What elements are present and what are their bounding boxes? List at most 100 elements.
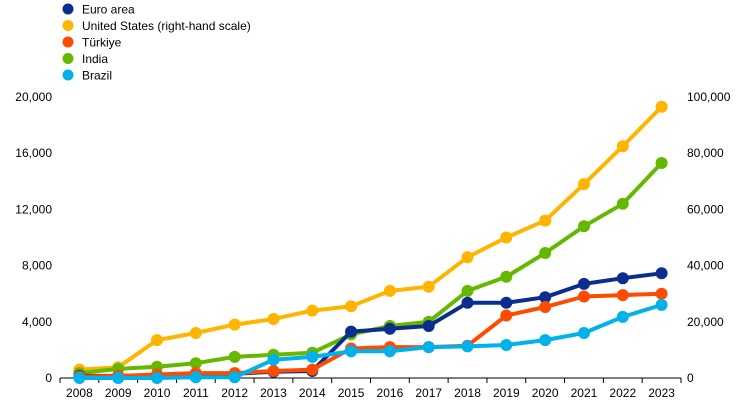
series-3-point-3 — [189, 357, 202, 370]
series-2-point-11 — [500, 309, 513, 322]
series-2-point-12 — [539, 301, 552, 313]
x-tick-label-8: 2016 — [377, 386, 404, 400]
series-1-point-5 — [267, 313, 280, 325]
legend-marker-0 — [62, 3, 74, 15]
series-4-point-9 — [422, 341, 435, 354]
legend-marker-3 — [62, 53, 74, 64]
series-1-point-6 — [306, 304, 319, 317]
series-2-point-15 — [655, 287, 668, 300]
series-1 — [73, 100, 668, 376]
series-3-point-12 — [539, 247, 552, 259]
axes: 2008 2009 2010 2011 2012 2013 2014 2015 2016 2017… — [15, 90, 730, 400]
x-tick-label-0: 2008 — [66, 386, 93, 400]
x-tick-label-9: 2017 — [415, 386, 442, 400]
series-4-point-5 — [267, 353, 280, 366]
series-0-point-9 — [422, 320, 435, 332]
series-1-point-9 — [422, 280, 435, 293]
series-0-point-13 — [578, 277, 590, 290]
series-0-point-14 — [616, 272, 629, 285]
series-4-point-6 — [306, 350, 319, 363]
y-right-tick-label-4: 80,000 — [687, 146, 724, 160]
series-1-point-8 — [383, 284, 396, 297]
series-4-point-4 — [228, 371, 241, 384]
y-left-tick-label-1: 4,000 — [22, 315, 52, 329]
series-0-point-15 — [655, 267, 668, 280]
x-tick-label-7: 2015 — [338, 386, 365, 400]
series-1-point-11 — [500, 231, 513, 244]
legend: Euro area United States (right-hand scale… — [62, 3, 251, 83]
x-tick-label-14: 2022 — [609, 386, 636, 400]
series-4-point-10 — [461, 340, 474, 353]
series-3-point-4 — [228, 350, 241, 363]
x-tick-label-3: 2011 — [183, 386, 209, 400]
series-0-point-11 — [500, 296, 513, 309]
series-1-point-7 — [345, 300, 358, 313]
x-tick-label-5: 2013 — [260, 386, 287, 400]
y-left-tick-label-3: 12,000 — [15, 202, 52, 216]
series-2-point-14 — [616, 289, 629, 302]
series-4-point-1 — [112, 372, 125, 384]
x-tick-label-1: 2009 — [105, 386, 132, 400]
legend-label-4: Brazil — [82, 69, 112, 83]
x-tick-label-12: 2020 — [532, 386, 559, 400]
series-4-point-14 — [616, 310, 629, 323]
series-1-point-12 — [539, 214, 552, 227]
legend-label-0: Euro area — [82, 3, 135, 17]
series-3-point-10 — [461, 284, 474, 297]
series-4 — [73, 298, 668, 384]
x-tick-label-4: 2012 — [221, 386, 248, 400]
y-left-tick-label-2: 8,000 — [22, 259, 52, 273]
legend-label-1: United States (right-hand scale) — [82, 19, 251, 33]
series-2-point-5 — [267, 365, 280, 377]
x-tick-label-6: 2014 — [299, 386, 326, 400]
series-1-point-14 — [616, 140, 629, 153]
series-4-point-13 — [578, 327, 590, 339]
series-3-point-14 — [616, 197, 629, 210]
series-4-point-2 — [151, 372, 163, 384]
legend-label-2: Türkiye — [82, 36, 122, 50]
y-right-tick-label-3: 60,000 — [687, 202, 724, 216]
series-line-0 — [77, 271, 664, 378]
series-1-point-10 — [461, 251, 474, 264]
series-3-point-13 — [578, 220, 590, 233]
y-right-tick-label-0: 0 — [687, 371, 694, 385]
x-tick-label-10: 2018 — [454, 386, 481, 400]
series-3-point-15 — [655, 157, 668, 169]
series-3-point-11 — [500, 270, 513, 283]
series-1-point-13 — [578, 178, 590, 191]
legend-marker-2 — [62, 36, 74, 48]
series-0-point-12 — [539, 291, 552, 304]
y-right-tick-label-5: 100,000 — [687, 90, 731, 104]
series-4-point-11 — [500, 339, 513, 351]
series-1-point-3 — [189, 327, 202, 339]
series-4-point-3 — [189, 371, 202, 384]
series-1-point-2 — [151, 334, 163, 347]
x-tick-label-15: 2023 — [648, 386, 675, 400]
series-4-point-0 — [73, 372, 86, 384]
y-right-tick-label-2: 40,000 — [687, 259, 724, 273]
series-1-point-15 — [655, 100, 668, 113]
series-4-point-8 — [383, 345, 396, 358]
x-tick-label-11: 2019 — [493, 386, 520, 400]
series-4-point-15 — [655, 298, 668, 311]
y-left-tick-label-5: 20,000 — [15, 90, 52, 104]
series-0-point-8 — [383, 322, 396, 335]
y-left-tick-label-0: 0 — [45, 371, 52, 385]
legend-marker-4 — [62, 69, 74, 81]
series-lines — [73, 100, 668, 384]
y-left-tick-label-4: 16,000 — [15, 146, 52, 160]
series-4-point-7 — [345, 345, 358, 358]
series-2-point-13 — [578, 290, 590, 303]
legend-label-3: India — [82, 52, 108, 66]
series-0-point-7 — [345, 325, 358, 338]
series-2-point-6 — [306, 363, 319, 376]
legend-marker-1 — [62, 20, 74, 31]
x-tick-label-13: 2021 — [571, 386, 598, 400]
x-tick-label-2: 2010 — [144, 386, 171, 400]
series-0-point-10 — [461, 296, 474, 309]
series-line-1 — [77, 104, 664, 372]
series-1-point-4 — [228, 318, 241, 331]
series-line-4 — [77, 302, 664, 380]
